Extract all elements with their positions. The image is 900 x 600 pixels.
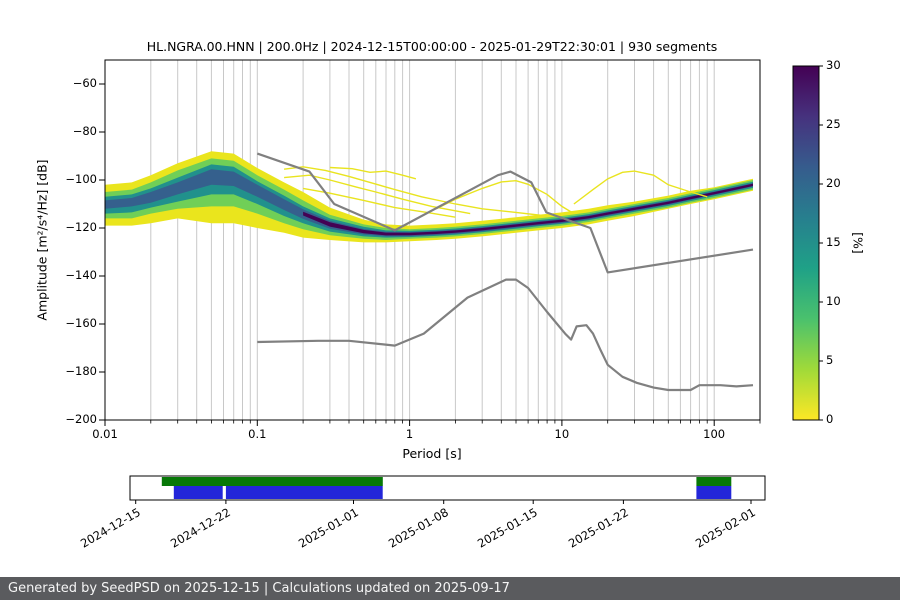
high-noise-model-line [256,152,754,274]
plot-frame [104,59,761,421]
y-tick-label: −120 [65,220,97,234]
timeline-psd-segment [225,486,383,499]
x-tick-label: 1 [405,427,414,441]
timeline-psd-segment [696,486,732,499]
colorbar-tick-label: 25 [826,117,841,131]
stray-trace-0 [284,166,548,217]
x-tick-label: 10 [554,427,570,441]
colorbar-tick-label: 30 [826,58,841,72]
y-axis-label: Amplitude [m²/s⁴/Hz] [dB] [34,159,50,321]
y-tick-label: −200 [65,412,97,426]
colorbar-tick-label: 5 [826,353,834,367]
y-tick-label: −160 [65,316,97,330]
timeline-data-segment [161,477,383,486]
x-axis-label: Period [s] [402,446,462,461]
ppsd-band-15pct [105,164,753,238]
y-tick-label: −140 [65,268,97,282]
colorbar-tick-label: 10 [826,294,841,308]
y-tick-label: −180 [65,364,97,378]
y-tick-label: −60 [72,76,97,90]
x-tick-label: 100 [703,427,726,441]
stray-trace-3 [436,179,575,215]
timeline-data-segment [696,477,732,486]
x-tick-label: 0.1 [248,427,267,441]
colorbar-tick-label: 15 [826,235,841,249]
colorbar-tick-label: 0 [826,412,834,426]
plot-title: HL.NGRA.00.HNN | 200.0Hz | 2024-12-15T00… [146,39,718,54]
low-noise-model-line [257,278,754,392]
colorbar [792,65,820,421]
y-tick-label: −80 [72,124,97,138]
stray-trace-4 [573,170,708,205]
timeline-psd-segment [173,486,223,499]
footer-text: Generated by SeedPSD on 2025-12-15 | Cal… [8,581,510,596]
stray-trace-5 [329,166,417,180]
colorbar-tick-label: 20 [826,176,841,190]
ppsd-band-30pct [303,183,753,236]
y-tick-label: −100 [65,172,97,186]
x-tick-label: 0.01 [92,427,118,441]
footer-bar: Generated by SeedPSD on 2025-12-15 | Cal… [0,577,900,600]
